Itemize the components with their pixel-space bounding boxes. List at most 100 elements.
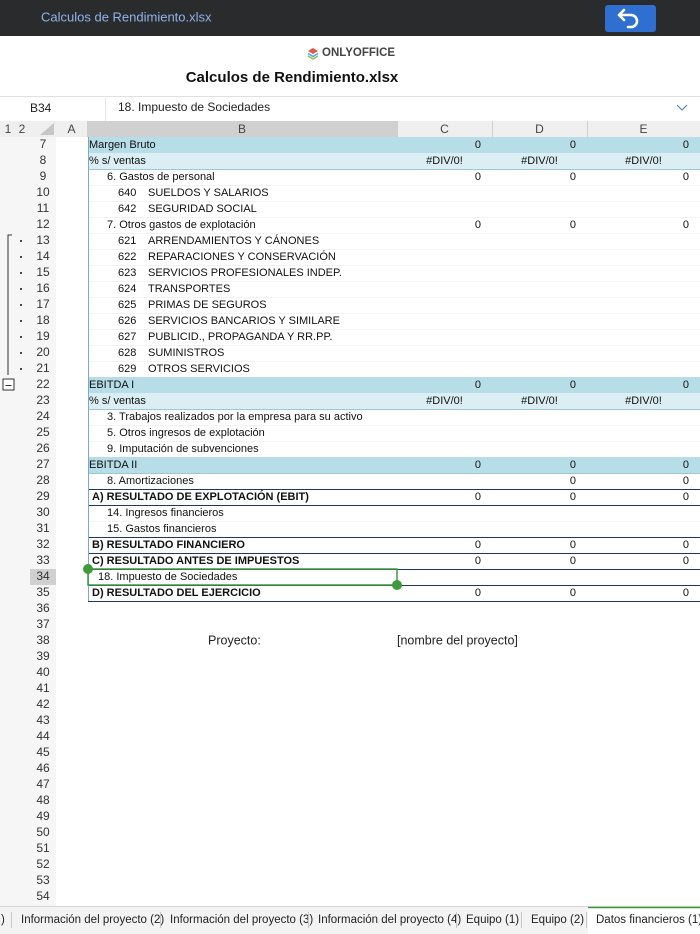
- column-header[interactable]: A: [67, 122, 75, 136]
- project-label: Proyecto:: [208, 633, 261, 647]
- row-number[interactable]: 11: [37, 201, 50, 215]
- row-number[interactable]: 30: [36, 505, 50, 519]
- column-header[interactable]: B: [238, 122, 246, 136]
- row-number[interactable]: 19: [36, 329, 50, 343]
- outline-collapse[interactable]: [2, 378, 15, 391]
- account-code: 622: [118, 251, 136, 263]
- sheet-tab[interactable]: ): [1, 914, 5, 926]
- row-number[interactable]: 39: [36, 649, 50, 663]
- row-number[interactable]: 48: [36, 793, 50, 807]
- sheet-tab[interactable]: Equipo (1): [466, 914, 519, 926]
- row-number[interactable]: 35: [36, 585, 50, 599]
- row-number[interactable]: 23: [36, 393, 50, 407]
- sheet-tab[interactable]: Información del proyecto (3): [170, 914, 313, 926]
- back-button[interactable]: [605, 5, 656, 32]
- row-number[interactable]: 46: [36, 761, 50, 775]
- row-number[interactable]: 29: [36, 489, 50, 503]
- row-number[interactable]: 49: [36, 809, 50, 823]
- sheet-tab[interactable]: Información del proyecto (2): [21, 914, 164, 926]
- row-label: Margen Bruto: [89, 139, 156, 151]
- row-label: 8. Amortizaciones: [107, 475, 194, 487]
- cell-value: 0: [570, 491, 576, 503]
- cell-value: 0: [570, 587, 576, 599]
- row-number[interactable]: 44: [36, 729, 50, 743]
- row-number[interactable]: 12: [36, 217, 50, 231]
- row-number[interactable]: 50: [36, 825, 50, 839]
- formula-input[interactable]: 18. Impuesto de Sociedades: [118, 100, 270, 114]
- row-label: SEGURIDAD SOCIAL: [148, 203, 257, 215]
- sheet-tab[interactable]: Datos financieros (1): [596, 914, 700, 926]
- column-header[interactable]: D: [535, 122, 544, 136]
- row-number[interactable]: 20: [36, 345, 50, 359]
- row-number[interactable]: 37: [36, 617, 50, 631]
- row-number[interactable]: 26: [36, 441, 50, 455]
- row-number[interactable]: 52: [36, 857, 50, 871]
- row-number[interactable]: 36: [36, 601, 50, 615]
- row-header-bar: [0, 137, 56, 906]
- row-label: D) RESULTADO DEL EJERCICIO: [92, 587, 261, 599]
- doc-title: Calculos de Rendimiento.xlsx: [186, 69, 399, 86]
- column-header[interactable]: E: [639, 122, 647, 136]
- row-number[interactable]: 40: [36, 665, 50, 679]
- row-number[interactable]: 27: [36, 457, 50, 471]
- select-all[interactable]: [40, 123, 54, 135]
- row-number[interactable]: 15: [36, 265, 50, 279]
- selection-handle[interactable]: [392, 580, 402, 590]
- row-band: [88, 137, 700, 153]
- row-number[interactable]: 41: [36, 681, 50, 695]
- row-number[interactable]: 54: [36, 889, 50, 903]
- outline-dot: [19, 335, 23, 339]
- row-label: SERVICIOS PROFESIONALES INDEP.: [148, 267, 342, 279]
- row-number[interactable]: 25: [36, 425, 50, 439]
- expand-formula[interactable]: [676, 104, 688, 111]
- row-number[interactable]: 10: [36, 185, 50, 199]
- row-number[interactable]: 45: [36, 745, 50, 759]
- row-number[interactable]: 8: [40, 153, 47, 167]
- account-code: 627: [118, 331, 136, 343]
- row-label: 15. Gastos financieros: [107, 523, 217, 535]
- row-number[interactable]: 34: [36, 569, 50, 583]
- row-number[interactable]: 14: [36, 249, 50, 263]
- outline-level[interactable]: 1: [5, 122, 12, 136]
- back-icon[interactable]: [617, 8, 639, 29]
- cell-value: 0: [683, 555, 689, 567]
- cell-value: 0: [570, 379, 576, 391]
- row-number[interactable]: 18: [36, 313, 50, 327]
- cell-value: 0: [683, 587, 689, 599]
- row-label: 5. Otros ingresos de explotación: [107, 427, 265, 439]
- back-button-bg[interactable]: [605, 5, 656, 32]
- sheet-tab[interactable]: Equipo (2): [531, 914, 584, 926]
- row-number[interactable]: 24: [36, 409, 50, 423]
- row-number[interactable]: 42: [36, 697, 50, 711]
- row-number[interactable]: 16: [36, 281, 50, 295]
- outline-dot: [19, 319, 23, 323]
- name-box[interactable]: B34: [30, 101, 52, 115]
- row-number[interactable]: 47: [36, 777, 50, 791]
- column-header[interactable]: C: [440, 122, 449, 136]
- row-number[interactable]: 22: [36, 377, 50, 391]
- outline-level[interactable]: 2: [19, 122, 26, 136]
- row-label: ARRENDAMIENTOS Y CÁNONES: [148, 234, 319, 247]
- sheet-tab-active[interactable]: [588, 907, 700, 934]
- cell-value: 0: [475, 459, 481, 471]
- row-label: PRIMAS DE SEGUROS: [148, 299, 267, 311]
- row-number[interactable]: 21: [36, 361, 50, 375]
- row-number[interactable]: 31: [36, 521, 50, 535]
- row-number[interactable]: 33: [36, 553, 50, 567]
- selection-handle[interactable]: [83, 564, 93, 574]
- sheet-tab[interactable]: Información del proyecto (4): [318, 914, 461, 926]
- row-number[interactable]: 28: [36, 473, 50, 487]
- row-number[interactable]: 38: [36, 633, 50, 647]
- row-number[interactable]: 13: [36, 233, 50, 247]
- account-code: 626: [118, 315, 136, 327]
- row-number[interactable]: 53: [36, 873, 50, 887]
- row-number[interactable]: 9: [40, 169, 47, 183]
- row-label: 9. Imputación de subvenciones: [107, 443, 259, 455]
- row-number[interactable]: 17: [36, 297, 50, 311]
- row-number[interactable]: 7: [40, 137, 47, 151]
- row-number[interactable]: 43: [36, 713, 50, 727]
- row-number[interactable]: 32: [36, 537, 50, 551]
- row-number[interactable]: 51: [36, 841, 50, 855]
- account-code: 624: [118, 283, 136, 295]
